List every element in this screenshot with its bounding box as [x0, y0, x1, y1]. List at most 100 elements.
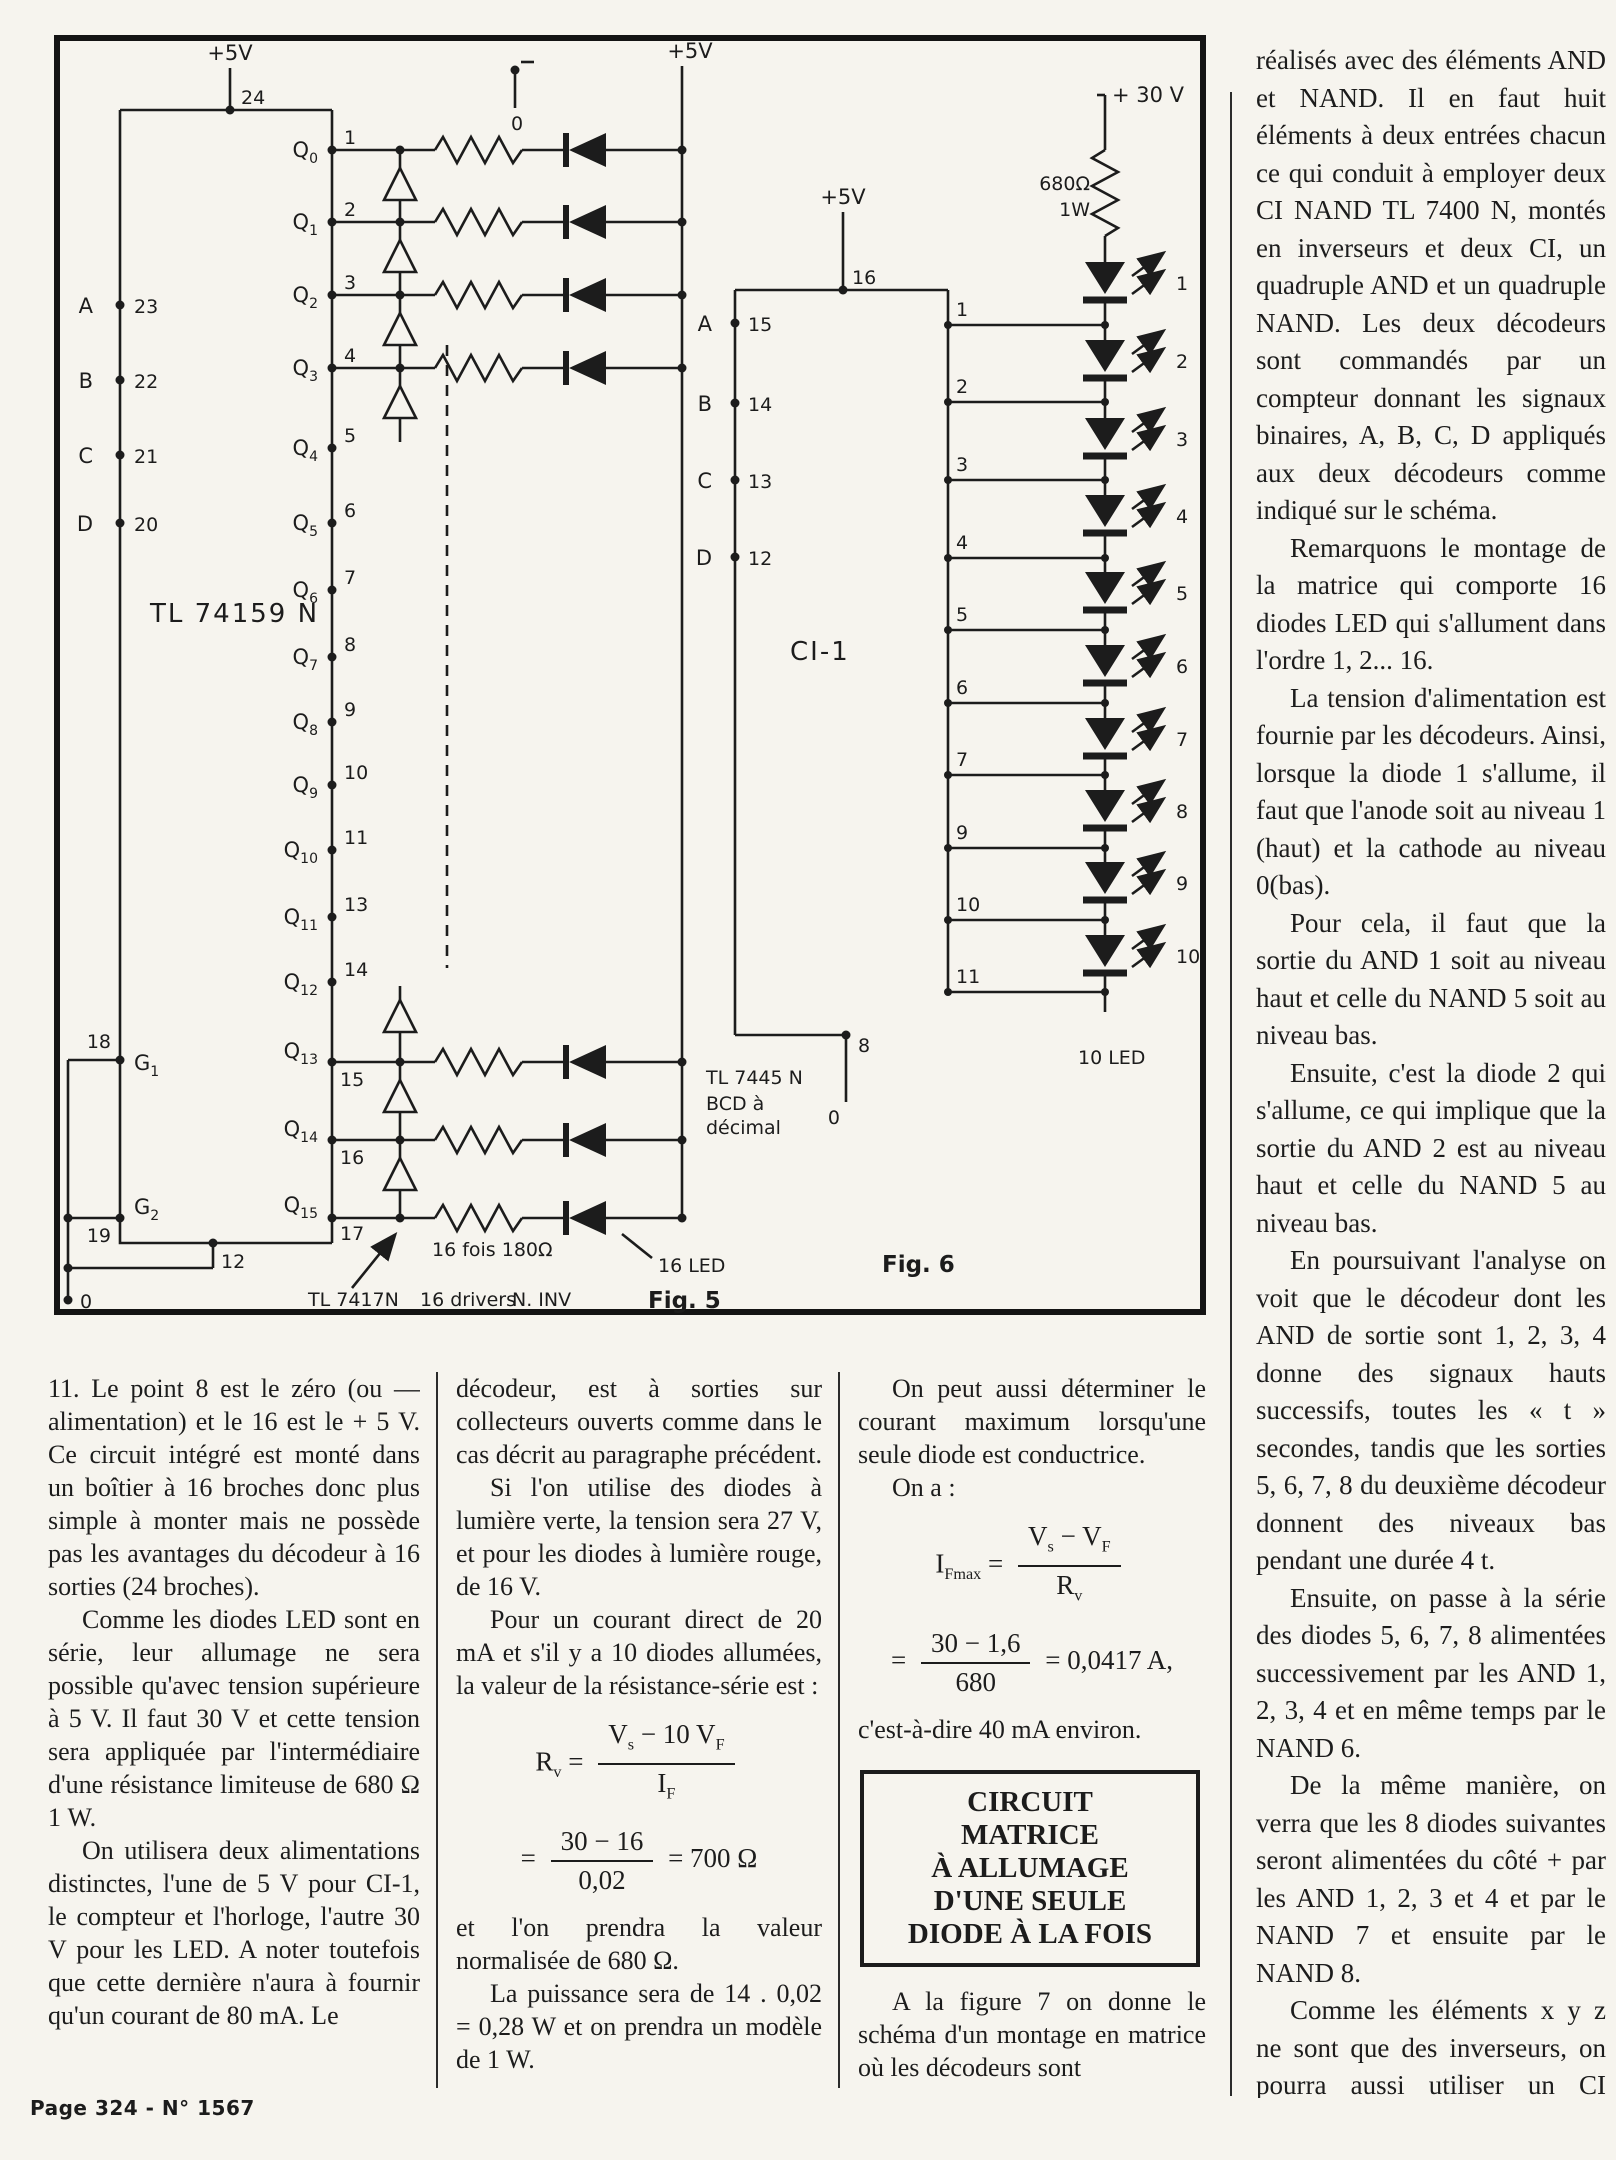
paragraph: On utilisera deux alimentations distinct…: [48, 1836, 420, 2030]
svg-text:Q6: Q6: [293, 578, 319, 607]
pin-label: 23: [134, 296, 158, 318]
svg-text:0: 0: [828, 1107, 840, 1129]
svg-text:12: 12: [221, 1251, 245, 1273]
svg-text:13: 13: [748, 471, 772, 493]
svg-text:Q8: Q8: [293, 710, 318, 739]
paragraph: Ensuite, c'est la diode 2 qui s'allume, …: [1256, 1057, 1606, 1238]
svg-text:1: 1: [956, 299, 968, 321]
svg-text:18: 18: [87, 1031, 111, 1053]
svg-text:Q2: Q2: [293, 283, 318, 312]
svg-text:1W: 1W: [1059, 199, 1090, 221]
sidebar-text-column: réalisés avec des éléments AND et NAND. …: [1256, 42, 1606, 2098]
svg-text:Q7: Q7: [293, 645, 318, 674]
svg-text:9: 9: [1176, 873, 1188, 895]
svg-text:11: 11: [956, 966, 980, 988]
pin-label: B: [79, 369, 93, 393]
led-count-label: 16 LED: [658, 1255, 725, 1277]
svg-text:5: 5: [1176, 583, 1188, 605]
paragraph: On peut aussi déterminer le courant maxi…: [858, 1374, 1206, 1469]
paragraph: 11. Le point 8 est le zéro (ou — aliment…: [48, 1374, 420, 1601]
pin-label: A: [79, 294, 94, 318]
svg-text:11: 11: [344, 827, 368, 849]
svg-text:1: 1: [1176, 273, 1188, 295]
paragraph: On a :: [892, 1473, 956, 1502]
svg-text:4: 4: [956, 532, 968, 554]
svg-text:16: 16: [340, 1147, 364, 1169]
pin-label: D: [77, 512, 93, 536]
svg-text:G2: G2: [134, 1195, 159, 1224]
paragraph: réalisés avec des éléments AND et NAND. …: [1256, 45, 1606, 525]
svg-text:B: B: [698, 392, 712, 416]
buffer-triangle-icon: [381, 150, 419, 1218]
decoder-chip-label: TL 7445 N: [705, 1067, 803, 1089]
svg-text:9: 9: [956, 822, 968, 844]
svg-text:Q12: Q12: [284, 970, 318, 999]
svg-text:5: 5: [344, 425, 356, 447]
pin-label: C: [78, 444, 93, 468]
svg-text:2: 2: [1176, 351, 1188, 373]
svg-text:Q3: Q3: [293, 356, 318, 385]
paragraph: De la même manière, on verra que les 8 d…: [1256, 1770, 1606, 1988]
zero-label: 0: [511, 113, 523, 135]
driver-type-label: N. INV: [512, 1289, 571, 1311]
svg-text:Q13: Q13: [284, 1039, 318, 1068]
svg-text:BCD à: BCD à: [706, 1093, 764, 1115]
svg-text:6: 6: [956, 677, 968, 699]
resistor-value-label: 16 fois 180Ω: [432, 1239, 553, 1261]
column-divider: [838, 1372, 840, 2088]
svg-text:10: 10: [344, 762, 368, 784]
svg-text:7: 7: [1176, 729, 1188, 751]
decoder-output-wires: 1 2 3 4 5 6 7 9 10 11: [944, 299, 1109, 996]
svg-text:10: 10: [1176, 946, 1200, 968]
pin-label: 24: [241, 87, 265, 109]
svg-text:Q9: Q9: [293, 773, 318, 802]
svg-text:Q15: Q15: [284, 1193, 318, 1222]
paragraph: et l'on prendra la valeur normalisée de …: [456, 1912, 822, 1975]
svg-text:14: 14: [748, 394, 772, 416]
svg-text:15: 15: [340, 1069, 364, 1091]
svg-text:décimal: décimal: [706, 1117, 781, 1139]
svg-text:2: 2: [344, 199, 356, 221]
svg-text:8: 8: [1176, 801, 1188, 823]
paragraph: c'est-à-dire 40 mA environ.: [858, 1714, 1142, 1744]
resistor-formula: Rv = Vs − 10 VF IF = 30 − 16 0,02 = 700 Ω: [520, 1719, 758, 1895]
column-divider: [436, 1372, 438, 2088]
svg-text:9: 9: [344, 699, 356, 721]
svg-text:15: 15: [748, 314, 772, 336]
paragraph: Comme les diodes LED sont en série, leur…: [48, 1605, 420, 1832]
pin-label: 22: [134, 371, 158, 393]
svg-text:6: 6: [1176, 656, 1188, 678]
svg-text:3: 3: [1176, 429, 1188, 451]
svg-text:G1: G1: [134, 1051, 159, 1080]
svg-text:14: 14: [344, 959, 368, 981]
svg-text:6: 6: [344, 500, 356, 522]
svg-text:4: 4: [344, 345, 356, 367]
resistor-value-label: 680Ω: [1039, 173, 1090, 195]
vcc-label: +5V: [820, 185, 866, 209]
paragraph: Remarquons le montage de la matrice qui …: [1256, 532, 1606, 676]
page-footer: Page 324 - N° 1567: [30, 2096, 255, 2120]
fig5-schematic: +5V 24 0 TL 74159 N A 23 B 22 C 21 D 20 …: [63, 39, 803, 1314]
svg-text:17: 17: [340, 1223, 364, 1245]
pin-label: 21: [134, 446, 158, 468]
svg-text:13: 13: [344, 894, 368, 916]
text-column-3: On peut aussi déterminer le courant maxi…: [858, 1372, 1206, 2088]
paragraph: A la figure 7 on donne le schéma d'un mo…: [858, 1986, 1206, 2082]
svg-text:2: 2: [956, 376, 968, 398]
schematic-frame: [54, 35, 1206, 1315]
svg-text:Q11: Q11: [284, 905, 318, 934]
svg-text:16: 16: [852, 267, 876, 289]
svg-text:Q0: Q0: [293, 138, 318, 167]
figure-caption: Fig. 6: [882, 1252, 955, 1278]
paragraph: La tension d'alimentation est fournie pa…: [1256, 682, 1606, 901]
paragraph: Si l'on utilise des diodes à lumière ver…: [456, 1473, 822, 1601]
paragraph: Comme les éléments x y z ne sont que des…: [1256, 1995, 1606, 2098]
svg-text:8: 8: [344, 634, 356, 656]
svg-text:Q5: Q5: [293, 511, 318, 540]
paragraph: Pour un courant direct de 20 mA et s'il …: [456, 1605, 822, 1700]
driver-count-label: 16 drivers: [420, 1289, 516, 1311]
svg-text:4: 4: [1176, 506, 1188, 528]
svg-text:7: 7: [344, 567, 356, 589]
paragraph: En poursuivant l'analyse on voit que le …: [1256, 1245, 1606, 1575]
